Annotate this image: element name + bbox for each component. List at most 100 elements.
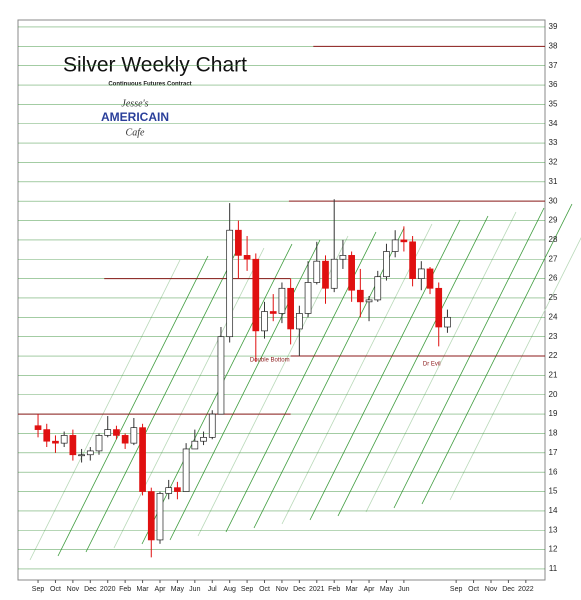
y-tick-label: 35 <box>549 100 558 109</box>
chart-subtitle: Continuous Futures Contract <box>108 82 191 88</box>
y-tick-label: 33 <box>549 138 558 147</box>
candle-body <box>252 258 260 332</box>
logo-line: Jesse's <box>121 98 148 109</box>
y-tick-label: 29 <box>549 216 558 225</box>
x-tick-label: Dec <box>502 586 515 593</box>
y-tick-label: 36 <box>549 80 558 89</box>
logo-line: AMERICAIN <box>101 110 169 124</box>
fan-line <box>337 215 489 517</box>
x-tick-label: Jul <box>208 586 217 593</box>
x-tick-label: May <box>380 586 394 593</box>
y-tick-label: 38 <box>549 41 558 50</box>
y-tick-label: 21 <box>549 371 558 380</box>
y-tick-label: 26 <box>549 274 558 283</box>
candle-body <box>121 435 129 444</box>
candle-body <box>391 239 399 252</box>
fan-line <box>281 223 433 525</box>
y-tick-label: 20 <box>549 390 558 399</box>
x-tick-label: Apr <box>155 586 167 593</box>
fan-line <box>393 207 545 509</box>
candle-body <box>217 336 225 415</box>
candle-body <box>444 316 451 328</box>
candle-body <box>165 487 173 494</box>
y-tick-label: 11 <box>549 564 558 573</box>
x-tick-label: Feb <box>328 586 340 593</box>
candle-body <box>269 311 277 314</box>
x-tick-label: Dec <box>84 586 97 593</box>
candle-body <box>156 493 164 541</box>
x-tick-label: Nov <box>67 586 80 593</box>
fan-line <box>141 243 293 545</box>
candle-body <box>417 268 425 279</box>
fan-line <box>365 211 517 513</box>
candle-body <box>235 229 242 256</box>
candle-body <box>191 440 199 450</box>
fan-line <box>85 251 237 553</box>
candle-body <box>400 239 408 243</box>
candle-body <box>330 258 338 289</box>
fan-line <box>449 237 581 501</box>
candle-body <box>348 255 355 291</box>
x-tick-label: Mar <box>137 586 150 593</box>
candle-body <box>356 289 364 303</box>
x-tick-label: Mar <box>346 586 359 593</box>
x-tick-label: Nov <box>485 586 498 593</box>
y-tick-label: 37 <box>549 61 558 70</box>
candle-body <box>313 260 321 283</box>
candle-body <box>52 440 59 444</box>
y-tick-label: 27 <box>549 254 558 263</box>
y-tick-label: 39 <box>549 22 558 31</box>
x-tick-label: Nov <box>276 586 289 593</box>
y-tick-label: 17 <box>549 448 558 457</box>
candle-body <box>374 276 382 301</box>
x-tick-label: Jun <box>398 586 409 593</box>
candle-body <box>261 311 268 332</box>
fan-line <box>309 219 461 521</box>
y-tick-label: 19 <box>549 409 558 418</box>
annotation: Double Bottom <box>250 357 290 363</box>
candle-body <box>287 287 294 330</box>
y-tick-label: 28 <box>549 235 558 244</box>
candle-body <box>130 427 138 444</box>
x-tick-label: Sep <box>241 586 254 593</box>
x-tick-label: 2022 <box>518 586 534 593</box>
y-tick-label: 13 <box>549 525 558 534</box>
candle-body <box>383 251 390 278</box>
candle-body <box>278 287 286 314</box>
candle-body <box>200 436 207 442</box>
candle-body <box>296 313 303 330</box>
fan-line <box>29 259 181 561</box>
candle-body <box>147 491 155 541</box>
y-tick-label: 15 <box>549 487 558 496</box>
fan-line <box>57 255 209 557</box>
fan-line <box>169 239 321 541</box>
x-tick-label: 2020 <box>100 586 116 593</box>
y-tick-label: 34 <box>549 119 558 128</box>
y-tick-label: 12 <box>549 545 558 554</box>
candle-body <box>208 413 216 438</box>
candle-body <box>182 448 190 492</box>
candle-body <box>243 255 251 260</box>
candle-body <box>43 429 51 442</box>
candle-body <box>95 435 103 452</box>
candle-body <box>339 255 347 260</box>
y-tick-label: 14 <box>549 506 558 515</box>
x-tick-label: Jun <box>189 586 200 593</box>
y-tick-label: 30 <box>549 196 558 205</box>
candle-body <box>365 299 373 303</box>
candle-body <box>174 487 181 492</box>
candle-body <box>435 287 443 328</box>
x-tick-label: Dec <box>293 586 306 593</box>
x-tick-label: Oct <box>259 586 270 593</box>
candle-body <box>226 229 234 338</box>
y-tick-label: 16 <box>549 467 558 476</box>
x-tick-label: Sep <box>450 586 463 593</box>
candle-body <box>60 435 68 444</box>
x-tick-label: Aug <box>223 586 236 593</box>
fan-line <box>421 203 573 505</box>
x-tick-label: 2021 <box>309 586 325 593</box>
candle-body <box>113 429 120 436</box>
candle-body <box>86 450 94 456</box>
